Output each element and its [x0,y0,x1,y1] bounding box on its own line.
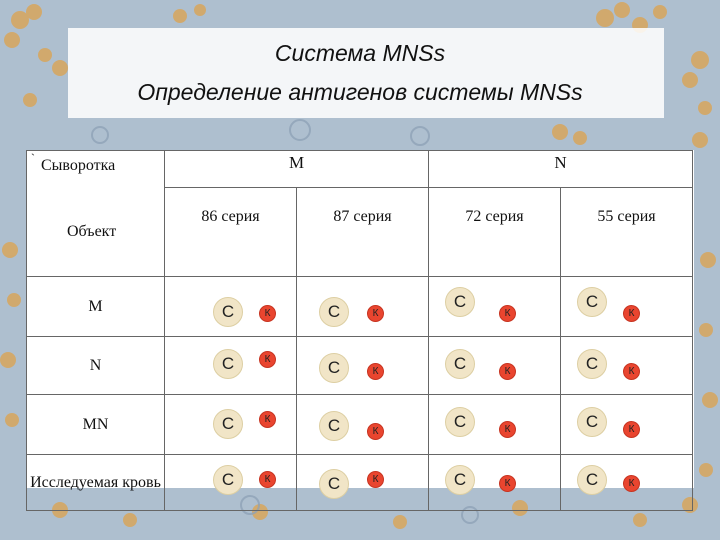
cell-circle: C [319,411,349,441]
cell-circle: C [577,407,607,437]
serum-label: Сыворотка [41,157,116,174]
k-marker: К [499,475,516,492]
row-label: M [26,276,165,337]
antigen-table-container: ` Сыворотка Объект M N 86 серия 87 серия… [26,150,694,511]
row-label: MN [26,394,165,455]
row-label: Исследуемая кровь [26,454,165,511]
k-marker: К [623,421,640,438]
title-backdrop [68,28,664,118]
k-marker: К [499,421,516,438]
k-marker: К [499,305,516,322]
corner-header: ` Сыворотка Объект [26,150,165,277]
cell-circle: C [213,349,243,379]
cell-circle: C [319,353,349,383]
cell-circle: C [213,465,243,495]
corner-mark: ` [31,151,35,165]
series-header: 87 серия [296,187,429,277]
cell-circle: C [445,349,475,379]
cell-circle: C [445,465,475,495]
k-marker: К [367,363,384,380]
cell-circle: C [445,287,475,317]
k-marker: К [623,305,640,322]
k-marker: К [259,351,276,368]
series-header: 86 серия [164,187,297,277]
series-header: 72 серия [428,187,561,277]
group-header-n: N [428,150,693,188]
cell-circle: C [577,287,607,317]
slide-title: Система MNSs [274,40,446,66]
cell-circle: C [213,409,243,439]
cell-circle: C [319,469,349,499]
cell-circle: C [577,465,607,495]
antigen-table: ` Сыворотка Объект M N 86 серия 87 серия… [26,150,693,511]
k-marker: К [259,471,276,488]
k-marker: К [259,305,276,322]
group-header-m: M [164,150,429,188]
cell-circle: C [577,349,607,379]
cell-circle: C [445,407,475,437]
row-label: N [26,336,165,395]
cell-circle: C [319,297,349,327]
slide-subtitle: Определение антигенов системы MNSs [137,79,583,105]
series-header: 55 серия [560,187,693,277]
k-marker: К [499,363,516,380]
cell-circle: C [213,297,243,327]
k-marker: К [623,475,640,492]
k-marker: К [259,411,276,428]
k-marker: К [367,305,384,322]
object-label: Объект [67,223,117,240]
k-marker: К [367,471,384,488]
k-marker: К [367,423,384,440]
k-marker: К [623,363,640,380]
